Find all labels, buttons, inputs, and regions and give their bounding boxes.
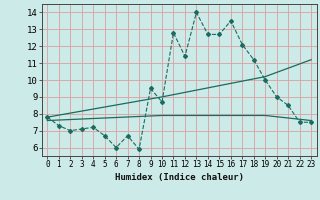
X-axis label: Humidex (Indice chaleur): Humidex (Indice chaleur) xyxy=(115,173,244,182)
